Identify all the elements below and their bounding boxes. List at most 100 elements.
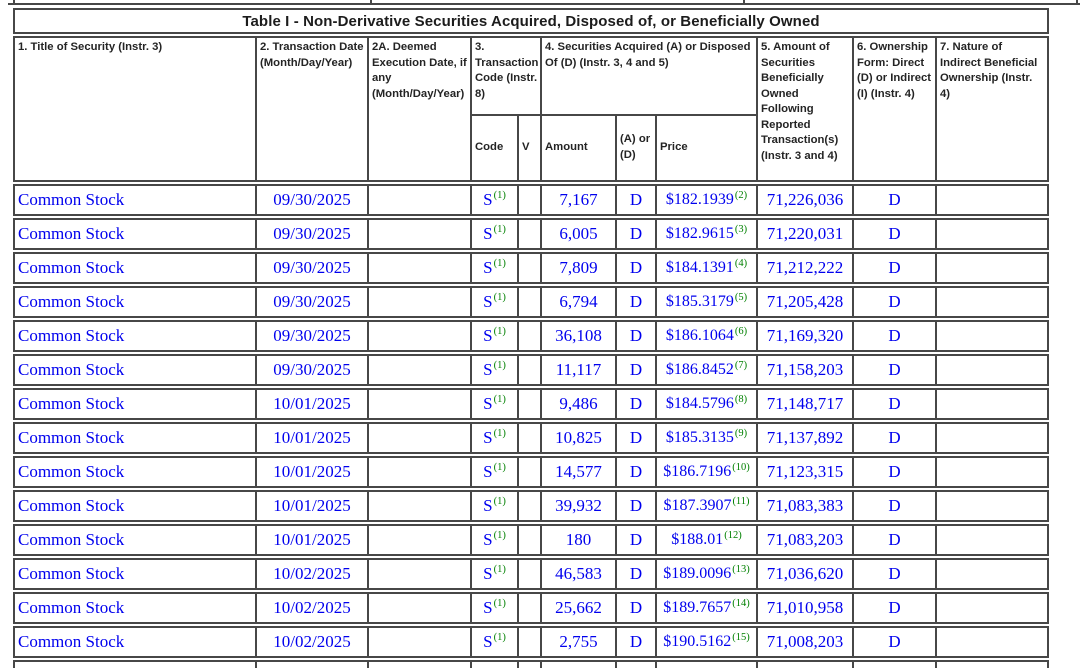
header-ownership-form: 6. Ownership Form: Direct (D) or Indirec…	[854, 38, 937, 180]
indirect-ownership-cell	[937, 628, 1047, 656]
ownership-form-value: D	[888, 292, 901, 311]
code-footnote-ref: (1)	[493, 461, 506, 473]
table-row: Common Stock 09/30/2025 S (1) 6,794 D $18…	[13, 286, 1049, 318]
previous-table-column-tick	[370, 0, 372, 5]
shares-owned-value: 71,169,320	[766, 326, 844, 345]
price-value: $186.1064	[665, 327, 734, 344]
shares-owned-value: 71,158,203	[766, 360, 844, 379]
transaction-code: S	[483, 190, 493, 209]
code-v-cell	[519, 322, 542, 350]
shares-owned-cell: 71,083,203	[758, 526, 854, 554]
transaction-date-cell: 10/02/2025	[257, 594, 369, 622]
price-footnote-ref: (9)	[734, 427, 748, 439]
security-title: Common Stock	[18, 190, 125, 209]
price-footnote-ref: (7)	[734, 359, 748, 371]
indirect-ownership-cell	[937, 492, 1047, 520]
code-footnote-ref: (1)	[493, 631, 506, 643]
indirect-ownership-cell	[937, 288, 1047, 316]
header-securities-acquired-disposed: 4. Securities Acquired (A) or Disposed O…	[542, 38, 758, 114]
ownership-form-value: D	[888, 564, 901, 583]
transaction-code: S	[483, 224, 493, 243]
code-footnote-ref: (1)	[493, 495, 506, 507]
price-cell: $186.8452 (7)	[657, 356, 758, 384]
transaction-date-cell: 10/01/2025	[257, 390, 369, 418]
shares-owned-value: 71,148,717	[766, 394, 844, 413]
security-title-cell: Common Stock	[15, 526, 257, 554]
transaction-date: 09/30/2025	[273, 190, 351, 209]
ownership-form-value: D	[888, 394, 901, 413]
indirect-ownership-cell	[937, 254, 1047, 282]
price-cell: $186.1064 (6)	[657, 322, 758, 350]
price-footnote-ref: (12)	[724, 529, 742, 541]
code-v-cell	[519, 356, 542, 384]
price-cell: $182.1939 (2)	[657, 186, 758, 214]
table-row: Common Stock 09/30/2025 S (1) 11,117 D $1…	[13, 354, 1049, 386]
table-row: Common Stock 09/30/2025 S (1) 36,108 D $1…	[13, 320, 1049, 352]
ownership-form-value: D	[888, 258, 901, 277]
price-value: $184.5796	[665, 395, 734, 412]
transaction-date-cell: 10/01/2025	[257, 526, 369, 554]
shares-owned-value: 71,212,222	[766, 258, 844, 277]
indirect-ownership-cell	[937, 560, 1047, 588]
ownership-form-value: D	[888, 428, 901, 447]
table-row: Common Stock 10/02/2025 S (1) 25,662 D $1…	[13, 592, 1049, 624]
security-title: Common Stock	[18, 530, 125, 549]
amount-value: 180	[565, 530, 592, 549]
price-footnote-ref: (8)	[734, 393, 748, 405]
shares-owned-cell: 71,169,320	[758, 322, 854, 350]
security-title: Common Stock	[18, 564, 125, 583]
indirect-ownership-cell	[937, 186, 1047, 214]
acquired-disposed-cell: D	[617, 254, 657, 282]
price-footnote-ref: (4)	[734, 257, 748, 269]
security-title-cell: Common Stock	[15, 628, 257, 656]
transaction-code-cell	[472, 662, 519, 668]
table-row: Common Stock 10/01/2025 S (1) 180 D $188.…	[13, 524, 1049, 556]
indirect-ownership-cell	[937, 356, 1047, 384]
price-cell: $187.3907 (11)	[657, 492, 758, 520]
price-cell: $190.5162 (15)	[657, 628, 758, 656]
price-cell: $185.3135 (9)	[657, 424, 758, 452]
shares-owned-cell: 71,137,892	[758, 424, 854, 452]
acquired-disposed-value: D	[629, 224, 643, 243]
code-v-cell	[519, 594, 542, 622]
shares-owned-value: 71,205,428	[766, 292, 844, 311]
amount-value: 11,117	[555, 360, 602, 379]
transaction-code-cell: S (1)	[472, 186, 519, 214]
code-v-cell	[519, 220, 542, 248]
deemed-execution-date-cell	[369, 424, 472, 452]
transaction-date: 10/02/2025	[273, 564, 351, 583]
shares-owned-cell: 71,205,428	[758, 288, 854, 316]
security-title-cell: Common Stock	[15, 458, 257, 486]
shares-owned-value: 71,036,620	[766, 564, 844, 583]
ownership-form-value: D	[888, 190, 901, 209]
price-footnote-ref: (6)	[734, 325, 748, 337]
ownership-form-value: D	[888, 632, 901, 651]
table-row: Common Stock 10/02/2025 S (1) 46,583 D $1…	[13, 558, 1049, 590]
price-footnote-ref: (14)	[732, 597, 750, 609]
transaction-code: S	[483, 598, 493, 617]
transaction-code: S	[483, 496, 493, 515]
ownership-form-cell: D	[854, 186, 937, 214]
transaction-date-cell: 09/30/2025	[257, 186, 369, 214]
shares-owned-value: 71,220,031	[766, 224, 844, 243]
transaction-code-cell: S (1)	[472, 390, 519, 418]
shares-owned-cell: 71,226,036	[758, 186, 854, 214]
previous-table-border-line	[8, 3, 1080, 5]
indirect-ownership-cell	[937, 594, 1047, 622]
price-value: $185.3135	[665, 429, 734, 446]
acquired-disposed-cell: D	[617, 458, 657, 486]
table-row: Common Stock 10/01/2025 S (1) 14,577 D $1…	[13, 456, 1049, 488]
security-title: Common Stock	[18, 258, 125, 277]
code-v-cell	[519, 288, 542, 316]
ownership-form-value: D	[888, 496, 901, 515]
price-footnote-ref: (5)	[734, 291, 748, 303]
code-footnote-ref: (1)	[493, 223, 506, 235]
security-title: Common Stock	[18, 394, 125, 413]
shares-owned-value: 71,083,203	[766, 530, 844, 549]
code-v-cell	[519, 254, 542, 282]
code-v-cell	[519, 628, 542, 656]
price-value: $187.3907	[663, 497, 732, 514]
header-title-of-security: 1. Title of Security (Instr. 3)	[15, 38, 257, 180]
deemed-execution-date-cell	[369, 662, 472, 668]
acquired-disposed-cell: D	[617, 594, 657, 622]
